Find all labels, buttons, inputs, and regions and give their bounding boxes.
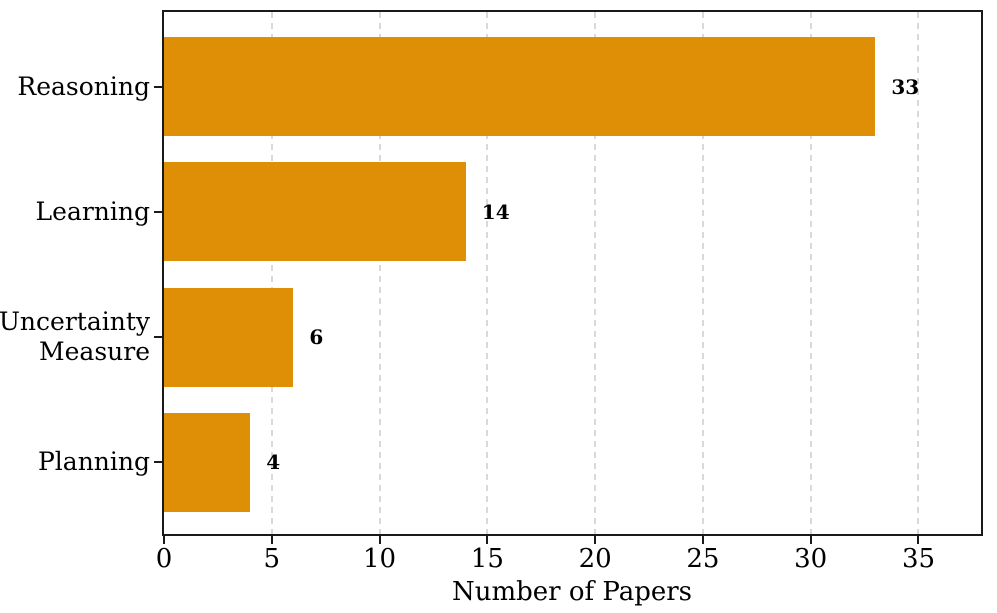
- y-tick-label-line: Uncertainty: [0, 307, 150, 337]
- x-tick-label: 5: [263, 544, 281, 574]
- y-tick-mark: [154, 461, 162, 464]
- bar-value-label: 33: [891, 74, 920, 99]
- x-tick-mark: [594, 536, 597, 544]
- gridline: [809, 12, 812, 534]
- y-tick-mark: [154, 85, 162, 88]
- x-tick-mark: [917, 536, 920, 544]
- x-tick-label: 10: [363, 544, 397, 574]
- x-tick-mark: [378, 536, 381, 544]
- plot-area: [162, 10, 983, 536]
- gridline: [486, 12, 489, 534]
- x-tick-mark: [701, 536, 704, 544]
- x-tick-label: 35: [901, 544, 936, 574]
- gridline: [701, 12, 704, 534]
- y-tick-label-line: Reasoning: [17, 71, 150, 101]
- gridline: [917, 12, 920, 534]
- bar-value-label: 4: [266, 450, 281, 475]
- x-tick-mark: [163, 536, 165, 544]
- gridline: [378, 12, 381, 534]
- y-tick-label: Reasoning: [17, 72, 150, 102]
- bar-value-label: 14: [481, 199, 510, 224]
- x-tick-label: 20: [578, 544, 612, 574]
- y-tick-label-line: Measure: [39, 337, 150, 367]
- y-tick-label: Uncertainty Measure: [0, 307, 150, 367]
- x-tick-mark: [486, 536, 489, 544]
- bar: [164, 287, 294, 387]
- y-tick-mark: [154, 210, 162, 213]
- x-tick-mark: [809, 536, 812, 544]
- y-tick-label: Learning: [36, 197, 150, 227]
- x-axis-label: Number of Papers: [451, 577, 693, 607]
- y-tick-label-line: Learning: [35, 196, 150, 226]
- bar-value-label: 6: [309, 325, 324, 350]
- x-tick-mark: [270, 536, 273, 544]
- bar: [164, 162, 466, 262]
- x-tick-label: 25: [686, 544, 720, 574]
- bar: [164, 37, 876, 136]
- x-tick-label: 30: [794, 544, 828, 574]
- bar: [164, 412, 251, 512]
- y-tick-label-line: Planning: [37, 447, 150, 477]
- gridline: [270, 12, 273, 534]
- gridline: [594, 12, 597, 534]
- y-tick-mark: [154, 336, 162, 339]
- x-tick-label: 15: [470, 544, 504, 574]
- x-tick-label: 0: [155, 544, 173, 574]
- y-tick-label: Planning: [38, 447, 150, 477]
